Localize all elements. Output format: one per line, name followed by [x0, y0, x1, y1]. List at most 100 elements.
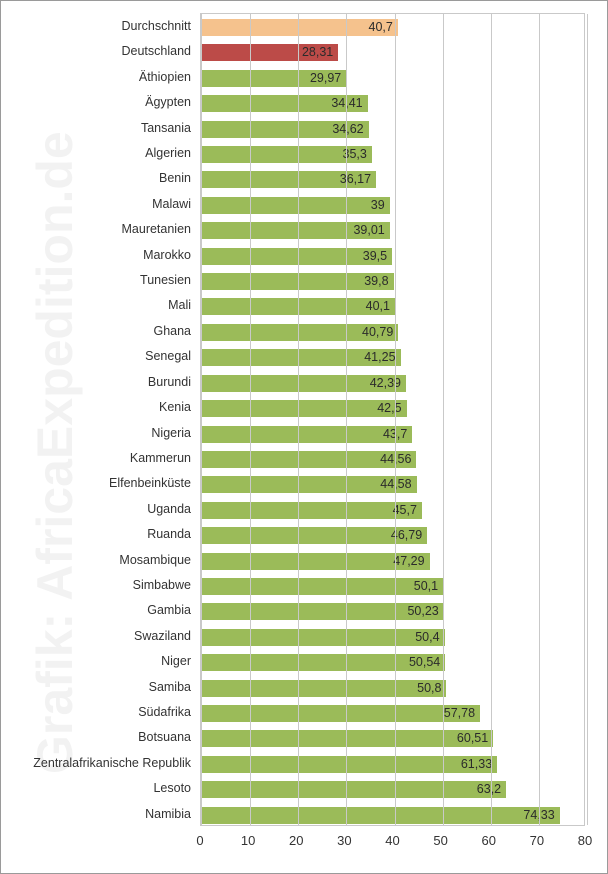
bar[interactable]: 44,56 [202, 450, 417, 468]
bar[interactable]: 74,33 [202, 806, 560, 824]
category-label: Mosambique [119, 552, 191, 567]
bar-row[interactable]: 40,7 [202, 14, 584, 41]
bar-value-label: 50,8 [417, 680, 442, 695]
category-label: Malawi [152, 196, 191, 211]
bar[interactable]: 43,7 [202, 425, 413, 443]
category-label: Elfenbeinküste [108, 476, 191, 491]
bar-row[interactable]: 28,31 [202, 39, 584, 66]
bar[interactable]: 40,7 [202, 19, 398, 36]
bar[interactable]: 39,01 [202, 222, 390, 240]
bar-row[interactable]: 39,8 [202, 268, 584, 295]
category-label: Marokko [143, 247, 191, 262]
bar[interactable]: 41,25 [202, 349, 401, 367]
bar-value-label: 44,58 [380, 477, 412, 492]
bar-value-label: 40,1 [365, 299, 390, 314]
bar[interactable]: 34,62 [202, 120, 369, 138]
category-label: Botsuana [138, 730, 191, 745]
bar[interactable]: 50,8 [202, 679, 447, 697]
bar-value-label: 42,39 [369, 375, 401, 390]
bar[interactable]: 44,58 [202, 476, 417, 494]
bar-row[interactable]: 36,17 [202, 166, 584, 193]
bar-row[interactable]: 42,5 [202, 395, 584, 422]
bar[interactable]: 39 [202, 196, 390, 214]
category-label: Samiba [148, 679, 191, 694]
bar-row[interactable]: 57,78 [202, 700, 584, 727]
bar[interactable]: 60,51 [202, 730, 494, 748]
bar-row[interactable]: 74,33 [202, 802, 584, 829]
bar[interactable]: 39,8 [202, 273, 394, 291]
bar-row[interactable]: 39,01 [202, 217, 584, 244]
bar[interactable]: 39,5 [202, 247, 393, 265]
bar-value-label: 41,25 [364, 350, 396, 365]
x-axis-tick: 30 [337, 833, 352, 848]
bar-row[interactable]: 50,1 [202, 573, 584, 600]
category-label: Nigeria [151, 425, 191, 440]
category-label: Tansania [140, 120, 191, 135]
gridline [587, 14, 588, 825]
bar-row[interactable]: 41,25 [202, 344, 584, 371]
bar[interactable]: 47,29 [202, 552, 430, 570]
category-label: Senegal [145, 349, 191, 364]
bar-row[interactable]: 45,7 [202, 497, 584, 524]
x-axis-tick: 60 [481, 833, 496, 848]
bar-row[interactable]: 50,23 [202, 598, 584, 625]
bar-value-label: 57,78 [443, 705, 476, 720]
bar-row[interactable]: 50,54 [202, 649, 584, 676]
bar-row[interactable]: 50,4 [202, 624, 584, 651]
bar-row[interactable]: 35,3 [202, 141, 584, 168]
bar[interactable]: 40,79 [202, 323, 399, 341]
category-label: Mali [168, 298, 191, 313]
bar-row[interactable]: 44,58 [202, 471, 584, 498]
bar[interactable]: 36,17 [202, 171, 377, 189]
bar-row[interactable]: 46,79 [202, 522, 584, 549]
bar[interactable]: 63,2 [202, 781, 507, 799]
category-label: Südafrika [138, 704, 191, 719]
bar-value-label: 39,01 [353, 223, 385, 238]
bar-value-label: 45,7 [392, 502, 417, 517]
category-label: Äthiopien [138, 69, 191, 84]
bar[interactable]: 28,31 [202, 44, 339, 62]
bar-row[interactable]: 40,79 [202, 319, 584, 346]
bar[interactable]: 40,1 [202, 298, 395, 316]
bar-row[interactable]: 63,2 [202, 776, 584, 803]
bar-value-label: 39,5 [362, 248, 388, 263]
category-label: Zentralafrikanische Republik [33, 755, 191, 770]
bar-row[interactable]: 39,5 [202, 243, 584, 270]
bar-row[interactable]: 43,7 [202, 421, 584, 448]
bar-row[interactable]: 40,1 [202, 293, 584, 320]
bar-row[interactable]: 60,51 [202, 725, 584, 752]
bar[interactable]: 50,4 [202, 628, 445, 646]
bar-row[interactable]: 44,56 [202, 446, 584, 473]
category-label: Ghana [153, 323, 191, 338]
bar[interactable]: 35,3 [202, 146, 372, 164]
bar-value-label: 74,33 [523, 807, 555, 822]
bar-value-label: 60,51 [456, 731, 489, 746]
bar-value-label: 29,97 [309, 70, 342, 85]
bar[interactable]: 45,7 [202, 501, 422, 519]
bar-row[interactable]: 34,62 [202, 116, 584, 143]
bar-value-label: 28,31 [301, 45, 334, 60]
bar[interactable]: 42,5 [202, 400, 407, 418]
bar-value-label: 39,8 [364, 274, 389, 289]
bar-row[interactable]: 50,8 [202, 675, 584, 702]
bar[interactable]: 61,33 [202, 755, 498, 773]
bar[interactable]: 29,97 [202, 69, 347, 87]
bar-row[interactable]: 42,39 [202, 370, 584, 397]
bar[interactable]: 34,41 [202, 95, 368, 113]
bar[interactable]: 42,39 [202, 374, 406, 392]
bar-row[interactable]: 61,33 [202, 751, 584, 778]
bar-row[interactable]: 47,29 [202, 548, 584, 575]
bar[interactable]: 50,23 [202, 603, 444, 621]
bar[interactable]: 46,79 [202, 527, 428, 545]
category-label: Benin [159, 171, 191, 186]
bar-row[interactable]: 29,97 [202, 65, 584, 92]
bar-row[interactable]: 34,41 [202, 90, 584, 117]
bar-row[interactable]: 39 [202, 192, 584, 219]
bar-value-label: 42,5 [377, 401, 402, 416]
bar[interactable]: 50,1 [202, 577, 444, 595]
bar-value-label: 50,1 [413, 578, 439, 593]
bar-value-label: 46,79 [390, 528, 423, 543]
bar[interactable]: 50,54 [202, 654, 446, 672]
bar[interactable]: 57,78 [202, 704, 481, 722]
